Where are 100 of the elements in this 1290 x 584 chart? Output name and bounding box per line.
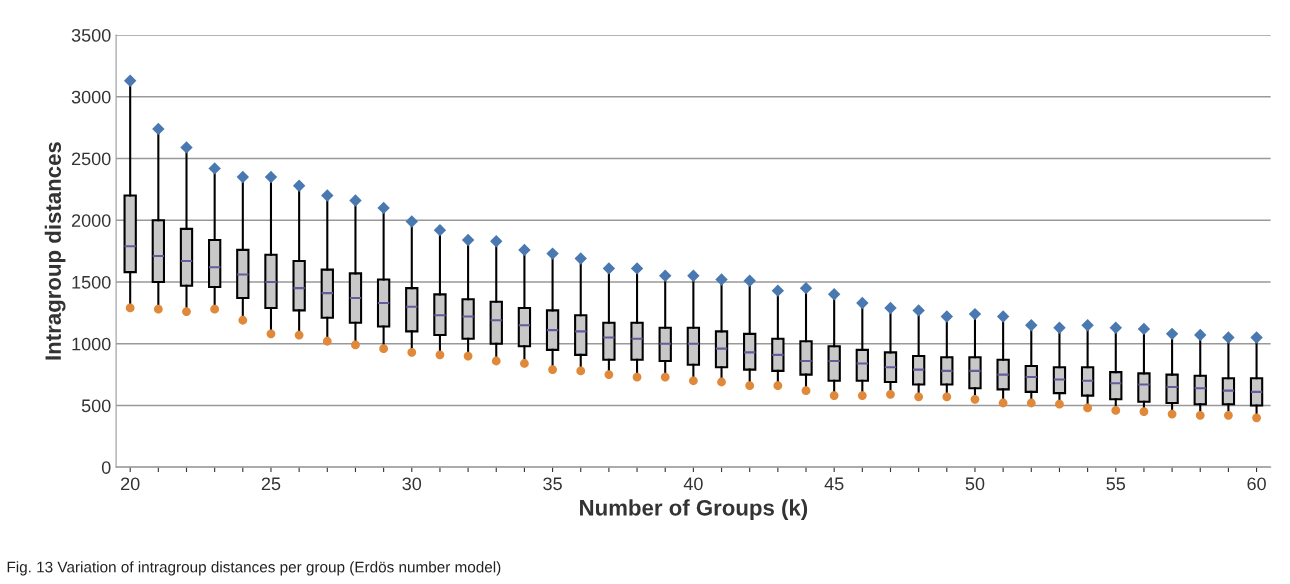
x-tick-label: 25 — [261, 477, 281, 491]
point — [715, 273, 728, 286]
point — [1139, 407, 1149, 417]
point — [968, 307, 982, 321]
point — [1137, 322, 1151, 336]
point — [604, 370, 614, 379]
point — [379, 344, 389, 354]
point — [970, 394, 980, 404]
point — [1111, 406, 1121, 415]
point — [490, 235, 503, 248]
point — [998, 398, 1008, 408]
x-tick-label: 20 — [121, 477, 140, 491]
point — [349, 194, 362, 207]
point — [407, 347, 417, 357]
point — [435, 350, 445, 360]
point — [799, 281, 813, 295]
point — [574, 252, 587, 265]
point — [210, 304, 220, 314]
point — [914, 392, 924, 402]
y-axis-title: Intragroup distances — [44, 142, 66, 360]
point — [152, 122, 165, 136]
point — [1194, 328, 1207, 342]
point — [856, 296, 869, 310]
point — [463, 351, 473, 361]
y-tick-label: 0 — [101, 461, 111, 474]
point — [433, 223, 447, 237]
y-tick-label: 500 — [81, 399, 111, 413]
point — [886, 389, 895, 399]
point — [182, 307, 191, 317]
point — [518, 243, 531, 257]
y-tick-label: 3000 — [71, 90, 111, 104]
point — [292, 179, 306, 192]
x-tick-label: 55 — [1106, 477, 1126, 491]
point — [1165, 327, 1179, 341]
x-tick-label: 30 — [402, 477, 422, 491]
y-tick-label: 2500 — [71, 152, 111, 166]
point — [405, 215, 418, 228]
point — [687, 269, 700, 283]
point — [632, 372, 642, 382]
x-tick-label: 40 — [683, 477, 703, 491]
point — [1083, 403, 1092, 413]
point — [461, 233, 475, 247]
point — [294, 330, 304, 340]
point — [1055, 399, 1064, 409]
point — [773, 381, 783, 391]
point — [351, 340, 360, 350]
point — [857, 391, 867, 400]
point — [1025, 318, 1038, 332]
point — [717, 377, 726, 387]
point — [688, 376, 698, 386]
point — [491, 356, 501, 366]
point — [829, 391, 839, 400]
point — [153, 304, 163, 314]
point — [660, 372, 670, 382]
point — [548, 365, 557, 375]
point — [743, 274, 756, 287]
point — [912, 304, 925, 317]
point — [546, 247, 559, 260]
x-tick-label: 50 — [965, 477, 985, 491]
point — [1222, 331, 1235, 344]
point — [1026, 398, 1036, 408]
point — [123, 74, 137, 87]
x-tick-label: 35 — [543, 477, 562, 491]
point — [996, 310, 1010, 323]
point — [377, 201, 390, 215]
point — [1195, 410, 1205, 420]
point — [1167, 409, 1177, 419]
point — [1250, 331, 1263, 344]
x-tick-label: 60 — [1247, 477, 1266, 491]
point — [322, 336, 332, 346]
y-tick-label: 1500 — [72, 275, 111, 289]
point — [208, 162, 221, 175]
point — [266, 329, 276, 339]
point — [1053, 321, 1066, 334]
point — [630, 262, 644, 275]
point — [1224, 410, 1233, 420]
point — [576, 366, 586, 376]
point — [520, 359, 529, 368]
point — [1081, 318, 1094, 332]
point — [940, 310, 954, 323]
point — [771, 284, 785, 297]
point — [602, 262, 616, 275]
point — [884, 301, 897, 315]
x-axis-title: Number of Groups (k) — [580, 499, 808, 521]
point — [745, 381, 755, 391]
point — [942, 392, 952, 402]
point — [238, 315, 248, 325]
point — [236, 170, 250, 184]
point — [801, 386, 811, 396]
point — [1109, 321, 1122, 334]
point — [264, 170, 278, 184]
point — [180, 141, 193, 154]
point — [321, 189, 334, 202]
y-tick-label: 2000 — [71, 214, 111, 227]
point — [125, 303, 135, 313]
point — [1252, 413, 1261, 423]
point — [827, 288, 841, 301]
y-tick-label: 3500 — [71, 28, 111, 42]
point — [659, 269, 672, 283]
caption: Fig. 13 Variation of intragroup distances per group (Erdös number model) — [7, 561, 501, 576]
